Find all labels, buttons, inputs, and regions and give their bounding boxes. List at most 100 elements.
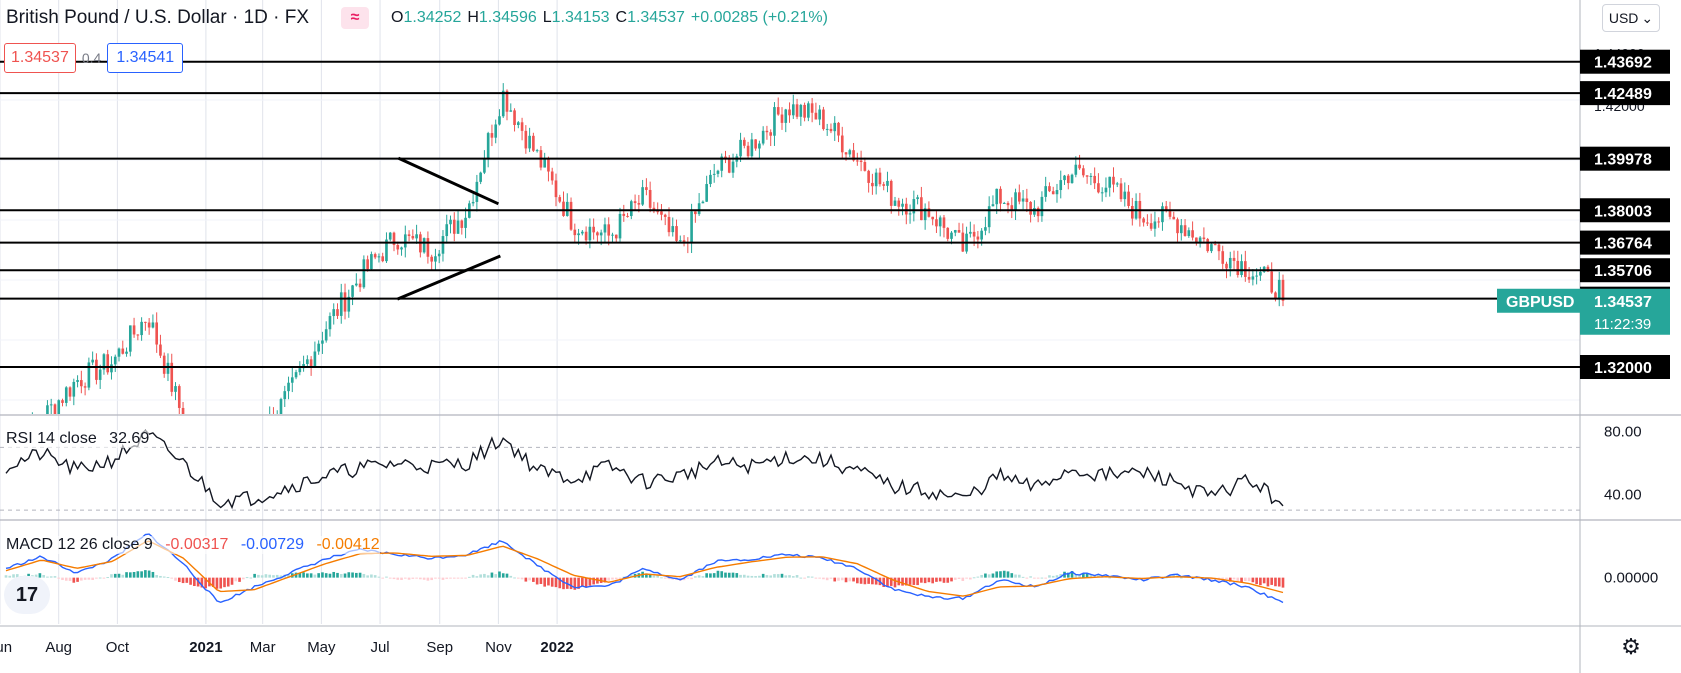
candle-body — [1164, 206, 1168, 212]
macd-histogram-bar — [720, 571, 724, 578]
symbol-tag-text: GBPUSD — [1506, 294, 1574, 311]
macd-histogram-bar — [965, 577, 968, 579]
candle-body — [1179, 225, 1183, 234]
macd-histogram-bar — [464, 577, 467, 579]
candle-body — [1213, 244, 1217, 246]
macd-histogram-bar — [321, 572, 324, 578]
macd-histogram-bar — [1074, 573, 1078, 578]
candle-body — [1085, 175, 1089, 177]
macd-histogram-bar — [298, 572, 302, 578]
candle-body — [1270, 271, 1274, 293]
macd-histogram-bar — [72, 577, 76, 583]
time-axis-tick: May — [307, 639, 336, 656]
macd-histogram-bar — [260, 575, 264, 578]
candle-body — [46, 405, 49, 414]
macd-histogram-bar — [1225, 577, 1228, 580]
quote-row: 1.34537 0.4 1.34541 — [4, 42, 184, 74]
macd-histogram-bar — [1033, 577, 1036, 579]
level-label-text: 1.39978 — [1594, 152, 1652, 169]
candle-body — [471, 201, 475, 204]
tradingview-logo-icon[interactable]: 17 — [4, 576, 50, 614]
macd-histogram-bar — [392, 577, 396, 580]
candle-body — [709, 174, 712, 185]
macd-histogram-bar — [916, 577, 919, 586]
macd-histogram-bar — [396, 577, 400, 580]
candle-body — [1006, 202, 1010, 206]
candle-body — [543, 159, 546, 168]
macd-histogram-bar — [814, 577, 818, 579]
macd-histogram-bar — [245, 577, 249, 579]
macd-histogram-bar — [1210, 577, 1213, 581]
macd-histogram-bar — [373, 575, 377, 578]
macd-histogram-bar — [1089, 574, 1093, 578]
candle-body — [637, 203, 641, 205]
candle-body — [524, 130, 528, 149]
macd-histogram-bar — [656, 575, 660, 578]
macd-histogram-bar — [874, 577, 878, 585]
macd-histogram-bar — [1021, 576, 1025, 578]
macd-histogram-bar — [68, 577, 72, 581]
candle-body — [483, 158, 486, 173]
candle-body — [388, 232, 392, 240]
candle-body — [1157, 221, 1161, 223]
macd-histogram-bar — [1070, 571, 1074, 578]
candle-body — [690, 211, 693, 244]
candle-body — [535, 150, 539, 152]
candle-body — [516, 122, 520, 125]
macd-histogram-bar — [162, 576, 166, 578]
macd-histogram-bar — [1244, 577, 1247, 582]
macd-histogram-bar — [1036, 577, 1040, 579]
candle-body — [121, 348, 125, 354]
macd-histogram-bar — [490, 572, 494, 578]
level-label-text: 1.32000 — [1594, 360, 1652, 377]
macd-histogram-bar — [532, 577, 535, 582]
macd-histogram-bar — [343, 573, 347, 578]
level-label: 1.43692 — [1580, 49, 1670, 74]
macd-legend[interactable]: MACD 12 26 close 9 -0.00317 -0.00729 -0.… — [6, 536, 380, 554]
macd-histogram-bar — [984, 573, 987, 578]
currency-select[interactable]: USD ⌄ — [1602, 4, 1660, 32]
macd-histogram-bar — [871, 577, 874, 585]
macd-histogram-bar — [743, 574, 746, 578]
buy-price-button[interactable]: 1.34541 — [107, 43, 184, 73]
candle-body — [317, 343, 320, 352]
macd-histogram-bar — [355, 572, 358, 578]
macd-histogram-bar — [1014, 574, 1017, 578]
macd-histogram-bar — [317, 573, 320, 578]
candle-body — [920, 197, 923, 221]
candle-body — [151, 322, 155, 328]
macd-histogram-bar — [287, 574, 290, 578]
sell-price-button[interactable]: 1.34537 — [4, 43, 76, 73]
ohlc-key: H — [467, 9, 479, 26]
macd-histogram-bar — [140, 571, 143, 578]
candle-body — [479, 172, 482, 182]
macd-histogram-bar — [38, 573, 42, 578]
candle-body — [882, 184, 886, 186]
rsi-axis-tick: 40.00 — [1604, 486, 1642, 503]
candle-body — [1123, 191, 1127, 200]
candle-body — [370, 254, 373, 270]
rsi-legend[interactable]: RSI 14 close 32.69 — [6, 430, 150, 448]
candle-body — [1255, 275, 1258, 277]
candle-body — [663, 214, 667, 217]
macd-histogram-bar — [686, 577, 690, 579]
time-axis-tick: Mar — [250, 639, 276, 656]
candle-body — [170, 362, 174, 392]
gear-icon[interactable]: ⚙ — [1621, 634, 1641, 659]
macd-histogram-bar — [844, 577, 848, 583]
time-axis-tick: 2021 — [189, 639, 222, 656]
candle-body — [999, 188, 1002, 204]
level-label-bg — [1580, 230, 1670, 255]
symbol-title[interactable]: British Pound / U.S. Dollar · 1D · FX — [6, 7, 310, 28]
candle-body — [950, 232, 953, 239]
macd-histogram-bar — [174, 577, 177, 581]
macd-histogram-bar — [83, 577, 87, 580]
trendline — [397, 156, 500, 206]
candle-body — [618, 213, 622, 239]
candle-body — [177, 386, 181, 408]
candle-body — [984, 227, 987, 231]
signal-line — [5, 540, 1284, 597]
macd-histogram-bar — [524, 577, 528, 582]
macd-histogram-bar — [987, 574, 991, 578]
